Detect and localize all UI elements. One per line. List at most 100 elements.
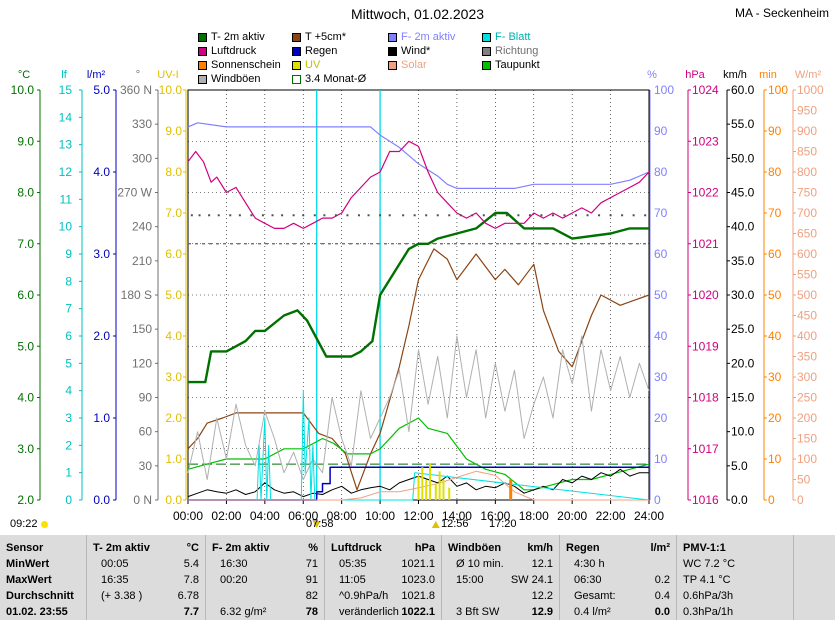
legend-item: Wind* xyxy=(388,45,430,57)
legend-item: F- 2m aktiv xyxy=(388,31,455,43)
axis-label-wind: 60.0 xyxy=(731,83,755,97)
axis-label-leaf: 8 xyxy=(65,274,72,288)
axis-label-temp: 3.0 xyxy=(17,442,34,456)
axis-unit-leaf: lf xyxy=(61,69,67,81)
stats-value-left: veränderlich xyxy=(339,606,399,618)
axis-label-hum: 40 xyxy=(654,329,668,343)
axis-label-leaf: 4 xyxy=(65,384,72,398)
axis-label-solar: 700 xyxy=(797,206,817,220)
stats-value-left: 15:00 xyxy=(456,574,484,586)
axis-label-press: 1024 xyxy=(692,83,719,97)
axis-label-solar: 400 xyxy=(797,329,817,343)
direction-point xyxy=(528,214,531,217)
legend-item: UV xyxy=(292,59,320,71)
stats-value: 0.3hPa/1h xyxy=(683,604,787,620)
legend-swatch xyxy=(292,32,301,42)
stats-value-right: 0.2 xyxy=(654,574,670,586)
axis-label-wind: 45.0 xyxy=(731,186,755,200)
axis-label-press: 1018 xyxy=(692,391,719,405)
legend-item: Sonnenschein xyxy=(198,59,281,71)
direction-point xyxy=(425,214,428,217)
stats-value: 05:35 1021.1 xyxy=(331,556,435,572)
stats-value: 6.32 g/m² 78 xyxy=(212,604,318,620)
axis-unit-rain: l/m² xyxy=(87,69,106,81)
axis-label-temp: 7.0 xyxy=(17,237,34,251)
axis-label-uv: 5.0 xyxy=(165,288,182,302)
stats-value: 82 xyxy=(212,588,318,604)
axis-label-dir: 360 N xyxy=(120,83,152,97)
stats-col-wind: Windböen km/h Ø 10 min. 12.1 15:00 SW 24.1 12.… xyxy=(442,535,560,620)
axis-label-hum: 70 xyxy=(654,206,668,220)
axis-unit-dir: ° xyxy=(136,69,140,81)
x-tick-label: 06:00 xyxy=(288,509,318,523)
legend-label: F- 2m aktiv xyxy=(401,31,456,43)
axis-label-solar: 250 xyxy=(797,391,817,405)
axis-label-dir: 240 xyxy=(132,220,152,234)
stats-value: 06:30 0.2 xyxy=(566,572,670,588)
legend-label: Richtung xyxy=(495,45,539,57)
axis-label-rain: 5.0 xyxy=(93,83,110,97)
stats-value-left: 6.32 g/m² xyxy=(220,606,267,618)
stats-value-left: Ø 10 min. xyxy=(456,558,504,570)
axis-unit-solar: W/m² xyxy=(795,69,822,81)
direction-point xyxy=(471,214,474,217)
direction-point xyxy=(302,214,305,217)
uv-bar xyxy=(425,479,428,500)
grid-lines xyxy=(188,90,649,500)
page-title: Mittwoch, 01.02.2023 xyxy=(350,6,485,22)
axis-label-press: 1023 xyxy=(692,134,719,148)
direction-point xyxy=(229,214,232,217)
stats-value: 16:30 71 xyxy=(212,556,318,572)
axis-label-wind: 0.0 xyxy=(731,493,748,507)
axis-label-min: 80 xyxy=(768,165,782,179)
stats-value-right: 1021.1 xyxy=(401,558,435,570)
direction-point xyxy=(413,214,416,217)
stats-value-right: 1023.0 xyxy=(401,574,435,586)
direction-point xyxy=(208,214,211,217)
direction-point xyxy=(448,214,451,217)
x-tick-label: 10:00 xyxy=(365,509,395,523)
stats-header: Windböen km/h xyxy=(448,540,553,556)
legend-item: Taupunkt xyxy=(482,59,540,71)
axis-label-min: 30 xyxy=(768,370,782,384)
noon-time: 12:56 xyxy=(441,518,469,530)
legend-label: Wind* xyxy=(401,45,431,57)
series-solar xyxy=(188,470,649,501)
axis-label-wind: 50.0 xyxy=(731,151,755,165)
stats-value-right: 91 xyxy=(305,574,318,586)
axis-label-wind: 10.0 xyxy=(731,425,755,439)
legend-label: Luftdruck xyxy=(211,45,257,57)
direction-point xyxy=(621,214,624,217)
x-tick-label: 02:00 xyxy=(211,509,241,523)
stats-value-left: Gesamt: xyxy=(574,590,616,602)
direction-point xyxy=(644,214,647,217)
axis-unit-uv: UV-I xyxy=(157,69,178,81)
axis-label-min: 90 xyxy=(768,124,782,138)
x-tick-label: 24:00 xyxy=(634,509,664,523)
legend-item: F- Blatt xyxy=(482,31,530,43)
uv-bar xyxy=(442,479,445,500)
stats-value-right: SW 24.1 xyxy=(510,574,553,586)
axis-label-uv: 0.0 xyxy=(165,493,182,507)
sun-icon xyxy=(41,521,48,528)
axis-label-leaf: 5 xyxy=(65,356,72,370)
direction-point xyxy=(379,214,382,217)
axis-label-solar: 0 xyxy=(797,493,804,507)
axis-unit-press: hPa xyxy=(685,69,705,81)
weather-chart: 00:00 02:00 04:00 06:00 08:00 10:00 12:00 14:00… xyxy=(11,69,824,528)
x-tick-label: 00:00 xyxy=(173,509,203,523)
axis-label-solar: 550 xyxy=(797,268,817,282)
axis-unit-hum: % xyxy=(647,69,657,81)
axis-label-press: 1022 xyxy=(692,186,719,200)
stats-value: Ø 10 min. 12.1 xyxy=(448,556,553,572)
legend-label: F- Blatt xyxy=(495,31,531,43)
axis-label-min: 100 xyxy=(768,83,788,97)
stats-value-right: 12.1 xyxy=(531,558,553,570)
stats-value-left: ^0.9hPa/h xyxy=(339,590,389,602)
axis-label-leaf: 10 xyxy=(59,220,73,234)
axis-label-solar: 800 xyxy=(797,165,817,179)
stats-value-left: 16:35 xyxy=(101,574,129,586)
stats-header: PMV-1:1 xyxy=(683,540,787,556)
legend-swatch xyxy=(292,46,301,56)
legend-item: Solar xyxy=(388,59,427,71)
